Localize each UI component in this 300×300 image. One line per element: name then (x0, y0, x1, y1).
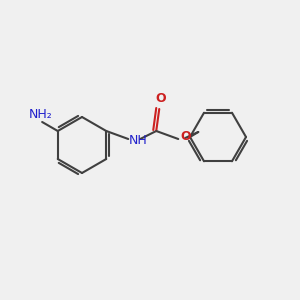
Text: O: O (180, 130, 191, 143)
Text: NH₂: NH₂ (28, 108, 52, 121)
Text: NH: NH (129, 134, 148, 146)
Text: O: O (155, 92, 166, 105)
